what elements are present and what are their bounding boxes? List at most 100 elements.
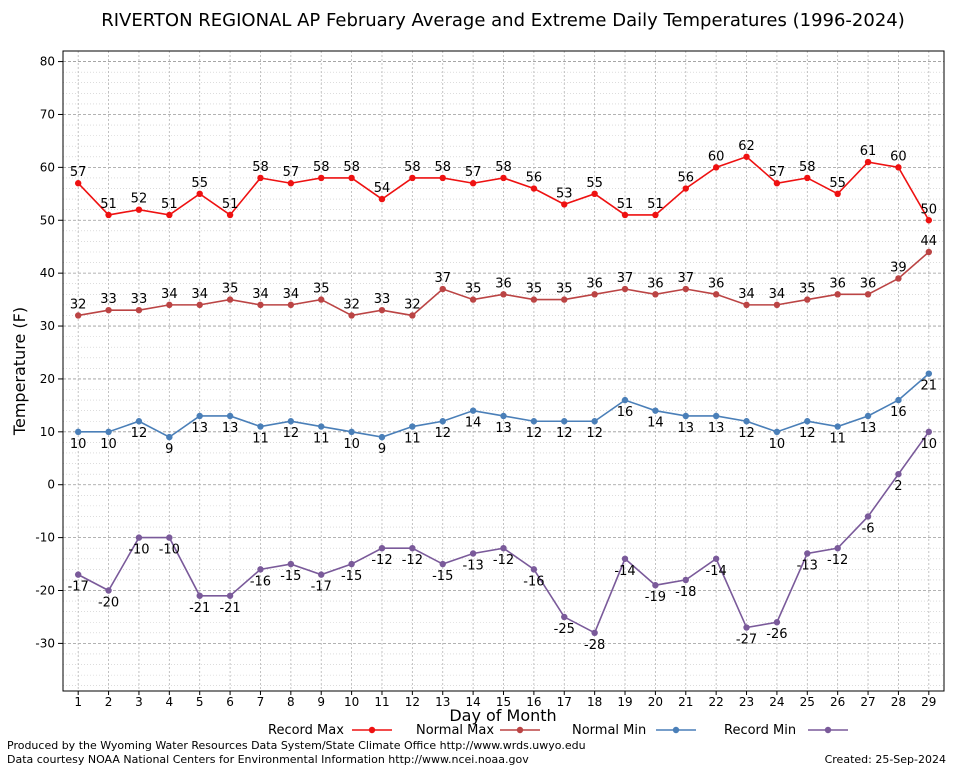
data-point bbox=[530, 566, 538, 573]
data-label: 60 bbox=[890, 149, 907, 164]
data-point bbox=[804, 174, 811, 182]
data-point bbox=[378, 544, 386, 552]
data-point bbox=[74, 312, 82, 319]
data-point bbox=[743, 301, 750, 309]
x-tick-label: 12 bbox=[405, 695, 420, 709]
legend-swatch-point bbox=[516, 726, 524, 734]
grid-major bbox=[63, 51, 944, 691]
data-point bbox=[226, 296, 234, 303]
data-point bbox=[287, 301, 295, 309]
data-point bbox=[469, 296, 477, 303]
data-point bbox=[500, 174, 507, 182]
data-label: -16 bbox=[250, 574, 271, 589]
data-point bbox=[712, 555, 720, 562]
data-label: 13 bbox=[708, 421, 725, 436]
data-point bbox=[226, 592, 234, 599]
data-label: -19 bbox=[645, 590, 666, 605]
data-point bbox=[409, 312, 416, 319]
x-tick-label: 24 bbox=[769, 695, 784, 709]
data-label: -27 bbox=[736, 633, 757, 648]
data-point bbox=[500, 291, 507, 298]
data-point bbox=[895, 275, 902, 282]
data-label: 16 bbox=[890, 405, 907, 420]
data-point bbox=[895, 164, 902, 171]
x-tick-label: 26 bbox=[830, 695, 845, 709]
x-tick-label: 7 bbox=[257, 695, 265, 709]
data-point bbox=[257, 301, 264, 309]
data-label: 12 bbox=[799, 426, 816, 441]
data-point bbox=[135, 306, 143, 314]
y-axis-label: Temperature (F) bbox=[10, 307, 29, 436]
data-label: -18 bbox=[675, 585, 696, 600]
y-tick-label: 60 bbox=[40, 160, 55, 174]
y-tick-label: 0 bbox=[47, 478, 55, 492]
data-label: 12 bbox=[526, 426, 543, 441]
data-label: 61 bbox=[860, 144, 877, 159]
data-label: 51 bbox=[647, 197, 664, 212]
data-label: -6 bbox=[862, 521, 875, 536]
x-tick-label: 16 bbox=[526, 695, 541, 709]
data-point bbox=[500, 412, 507, 420]
footer-created: Created: 25-Sep-2024 bbox=[825, 753, 946, 766]
x-tick-label: 27 bbox=[860, 695, 875, 709]
data-label: 37 bbox=[434, 271, 451, 286]
data-point bbox=[621, 285, 629, 293]
data-label: 35 bbox=[222, 282, 239, 297]
data-point bbox=[925, 428, 933, 436]
data-point bbox=[895, 396, 902, 404]
data-label: 57 bbox=[465, 165, 482, 180]
data-point bbox=[287, 560, 295, 568]
data-label: 58 bbox=[799, 160, 816, 175]
data-point bbox=[591, 190, 598, 198]
data-point bbox=[469, 550, 477, 557]
data-point bbox=[318, 571, 325, 578]
data-label: 58 bbox=[434, 160, 451, 175]
data-label: 57 bbox=[70, 165, 87, 180]
data-label: 34 bbox=[161, 287, 178, 302]
y-tick-label: 40 bbox=[40, 266, 55, 280]
data-label: 37 bbox=[678, 271, 695, 286]
data-point bbox=[712, 291, 720, 298]
legend-item: Record Max bbox=[268, 723, 392, 738]
y-tick-label: 50 bbox=[40, 213, 55, 227]
data-point bbox=[743, 418, 750, 425]
data-label: 12 bbox=[586, 426, 603, 441]
data-point bbox=[135, 206, 143, 213]
data-label: 13 bbox=[222, 421, 239, 436]
data-label: 39 bbox=[890, 260, 907, 275]
data-label: 36 bbox=[495, 276, 512, 291]
data-label: -20 bbox=[98, 596, 119, 611]
data-label: -12 bbox=[827, 553, 848, 568]
data-point bbox=[409, 423, 416, 430]
data-label: 36 bbox=[647, 276, 664, 291]
data-label: 21 bbox=[921, 379, 938, 394]
data-point bbox=[712, 164, 720, 171]
data-label: 56 bbox=[526, 171, 543, 186]
data-point bbox=[652, 407, 659, 414]
data-label: -12 bbox=[402, 553, 423, 568]
data-point bbox=[469, 180, 477, 187]
legend-item: Record Min bbox=[724, 723, 848, 738]
x-axis-label: Day of Month bbox=[449, 706, 556, 725]
footer-data-courtesy: Data courtesy NOAA National Centers for … bbox=[7, 753, 529, 766]
data-point bbox=[682, 576, 689, 584]
data-label: 34 bbox=[769, 287, 786, 302]
data-label: 33 bbox=[131, 292, 148, 307]
x-tick-label: 4 bbox=[166, 695, 174, 709]
data-point bbox=[530, 185, 538, 192]
data-label: -15 bbox=[341, 569, 362, 584]
data-label: 55 bbox=[191, 176, 208, 191]
data-point bbox=[500, 544, 507, 552]
data-label: 58 bbox=[252, 160, 269, 175]
data-point bbox=[561, 613, 568, 621]
data-point bbox=[925, 248, 933, 256]
data-label: 11 bbox=[313, 432, 330, 447]
data-label: 58 bbox=[343, 160, 360, 175]
x-tick-label: 22 bbox=[709, 695, 724, 709]
data-label: 35 bbox=[556, 282, 573, 297]
data-point bbox=[773, 301, 781, 309]
data-point bbox=[196, 412, 203, 420]
data-point bbox=[864, 158, 872, 166]
x-tick-label: 3 bbox=[135, 695, 143, 709]
data-label: 11 bbox=[829, 432, 846, 447]
